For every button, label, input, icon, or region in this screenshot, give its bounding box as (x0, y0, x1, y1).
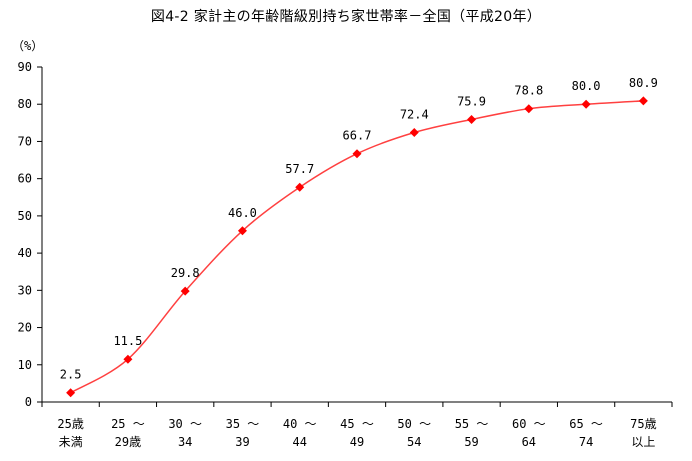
y-tick-label: 80 (18, 97, 32, 111)
y-tick-label: 70 (18, 134, 32, 148)
y-tick-label: 40 (18, 246, 32, 260)
x-tick-label: 29歳 (115, 435, 141, 449)
x-tick-label: 75歳 (630, 417, 656, 431)
data-label: 2.5 (60, 368, 82, 382)
x-tick-label: 39 (235, 435, 249, 449)
data-point-marker (409, 128, 419, 138)
y-tick-label: 30 (18, 283, 32, 297)
x-tick-label: 64 (522, 435, 536, 449)
data-label: 11.5 (113, 334, 142, 348)
x-tick-label: 30 ～ (168, 417, 202, 431)
y-tick-label: 0 (25, 395, 32, 409)
x-tick-label: 59 (464, 435, 478, 449)
x-tick-label: 未満 (59, 435, 83, 449)
chart-title: 図4-2 家計主の年齢階級別持ち家世帯率－全国（平成20年） (150, 9, 542, 25)
data-point-marker (352, 149, 362, 159)
data-point-marker (180, 286, 190, 296)
data-point-marker (524, 104, 534, 114)
series-line (70, 100, 644, 394)
y-axis-ticks: 0 10 20 30 40 50 60 70 80 90 (18, 60, 42, 409)
x-tick-label: 65 ～ (569, 417, 603, 431)
x-tick-label: 以上 (631, 435, 655, 449)
y-tick-label: 90 (18, 60, 32, 74)
x-tick-label: 40 ～ (283, 417, 317, 431)
x-tick-label: 60 ～ (512, 417, 546, 431)
x-tick-label: 25 ～ (111, 417, 145, 431)
x-tick-label: 74 (579, 435, 593, 449)
y-tick-label: 60 (18, 172, 32, 186)
data-point-marker (295, 182, 305, 192)
x-tick-label: 34 (178, 435, 192, 449)
data-label: 80.9 (629, 76, 658, 90)
x-tick-label: 50 ～ (397, 417, 431, 431)
y-tick-label: 50 (18, 209, 32, 223)
x-tick-label: 44 (293, 435, 307, 449)
x-tick-label: 49 (350, 435, 364, 449)
data-label: 29.8 (171, 266, 200, 280)
data-point-marker (467, 114, 477, 124)
data-point-marker (638, 96, 648, 106)
y-axis-unit-label: （%） (12, 39, 43, 53)
data-point-marker (66, 388, 76, 398)
x-tick-label: 54 (407, 435, 421, 449)
data-label: 57.7 (285, 162, 314, 176)
data-point-marker (581, 99, 591, 109)
x-tick-label: 35 ～ (226, 417, 260, 431)
data-label: 46.0 (228, 206, 257, 220)
data-label: 80.0 (572, 79, 601, 93)
axes (41, 67, 672, 403)
data-point-marker (123, 354, 133, 364)
x-tick-label: 25歳 (57, 417, 83, 431)
data-label: 78.8 (514, 84, 543, 98)
data-label: 75.9 (457, 94, 486, 108)
y-tick-label: 10 (18, 358, 32, 372)
data-label: 66.7 (343, 129, 372, 143)
data-label: 72.4 (400, 108, 429, 122)
data-labels: 2.5 11.5 29.8 46.0 57.7 66.7 72.4 75.9 78.8 80.0 8… (60, 76, 658, 382)
data-point-marker (237, 226, 247, 236)
y-tick-label: 20 (18, 321, 32, 335)
data-series (66, 96, 648, 398)
x-tick-label: 55 ～ (455, 417, 489, 431)
x-tick-label: 45 ～ (340, 417, 374, 431)
